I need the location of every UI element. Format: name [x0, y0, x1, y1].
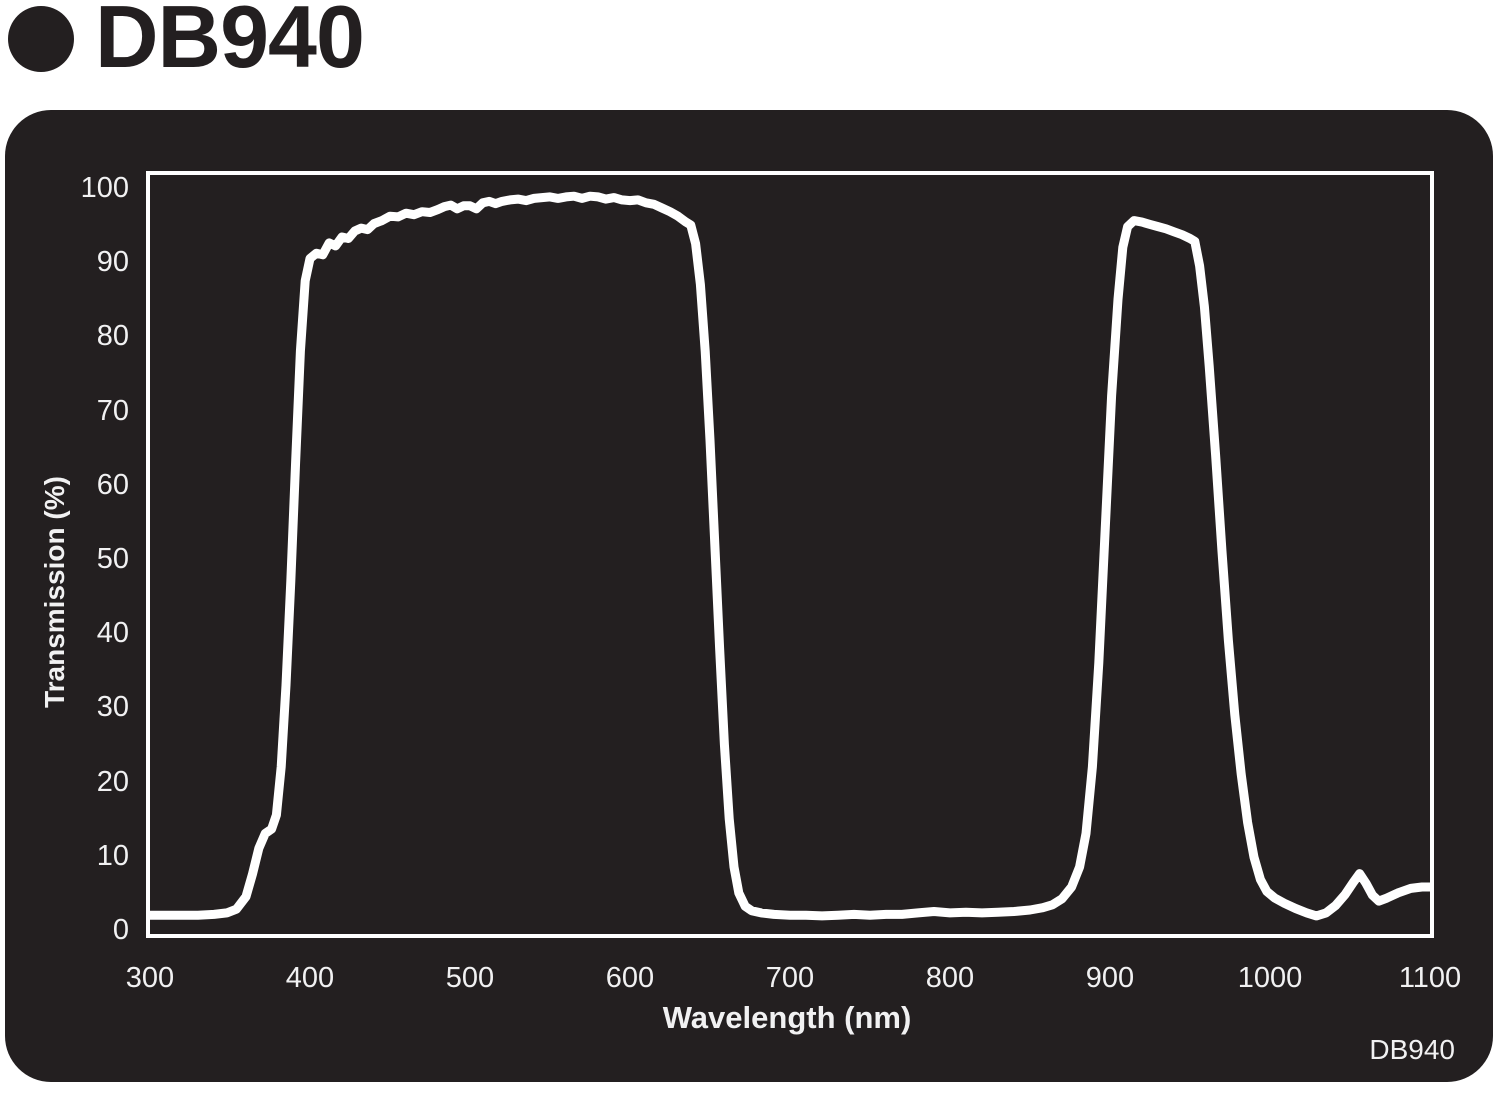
y-axis-title-text: Transmission (%): [39, 476, 70, 708]
x-tick-label: 600: [605, 962, 655, 994]
chart-watermark: DB940: [1369, 1034, 1455, 1065]
page-title: DB940: [95, 0, 365, 86]
x-tick-label: 900: [1085, 962, 1135, 994]
plot-area: [146, 171, 1434, 938]
transmission-curve: [150, 191, 1430, 921]
y-tick-label: 60: [96, 468, 129, 501]
y-tick-label: 70: [96, 394, 129, 427]
y-tick-label: 40: [96, 617, 129, 650]
x-tick-label: 300: [125, 962, 175, 994]
header: DB940: [0, 0, 1500, 105]
x-tick-label: 800: [925, 962, 975, 994]
y-tick-label: 80: [96, 320, 129, 353]
x-tick-label: 400: [285, 962, 335, 994]
x-tick-label: 500: [445, 962, 495, 994]
y-tick-label: 100: [80, 172, 129, 204]
y-tick-label: 90: [96, 246, 129, 279]
x-tick-label: 1000: [1237, 962, 1303, 994]
filled-circle-icon: [8, 6, 74, 72]
y-tick-label: 50: [96, 543, 129, 575]
y-tick-label: 10: [96, 839, 129, 872]
x-tick-label: 700: [765, 962, 815, 994]
y-tick-label: 20: [96, 765, 129, 798]
y-tick-label: 30: [96, 691, 129, 724]
x-axis-title: Wavelength (nm): [662, 1000, 912, 1035]
chart-panel: Transmission (%) 0 10 20 30 40 50 60 70 80 90 100 …: [5, 110, 1493, 1082]
x-tick-label: 1100: [1398, 962, 1462, 994]
transmission-curve-svg: [150, 191, 1430, 921]
y-tick-label: 0: [112, 914, 129, 946]
